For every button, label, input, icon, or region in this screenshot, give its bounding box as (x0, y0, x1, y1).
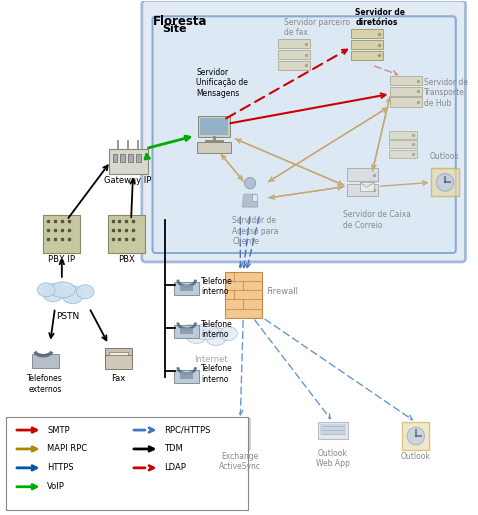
Text: Gateway IP: Gateway IP (105, 177, 152, 185)
FancyBboxPatch shape (320, 424, 346, 435)
FancyBboxPatch shape (108, 215, 145, 253)
Text: Servidor de Caixa
de Correio: Servidor de Caixa de Correio (343, 210, 411, 230)
Ellipse shape (220, 327, 238, 340)
FancyBboxPatch shape (6, 417, 248, 510)
FancyBboxPatch shape (120, 153, 125, 162)
Circle shape (436, 174, 454, 191)
Text: TDM: TDM (164, 444, 183, 454)
FancyBboxPatch shape (197, 142, 230, 153)
FancyBboxPatch shape (351, 40, 383, 49)
Ellipse shape (76, 285, 94, 299)
FancyBboxPatch shape (109, 352, 128, 355)
Text: SMTP: SMTP (47, 425, 70, 435)
FancyBboxPatch shape (278, 61, 310, 70)
FancyBboxPatch shape (180, 285, 193, 291)
Text: VoIP: VoIP (47, 482, 65, 491)
Text: Servidor de
diretórios: Servidor de diretórios (355, 8, 405, 27)
Circle shape (244, 178, 256, 189)
Text: Servidor de
Transporte
de Hub: Servidor de Transporte de Hub (424, 78, 467, 108)
Ellipse shape (43, 284, 64, 302)
Text: Outlook: Outlook (430, 151, 460, 161)
FancyBboxPatch shape (390, 140, 417, 148)
FancyBboxPatch shape (225, 272, 262, 318)
FancyBboxPatch shape (230, 418, 250, 450)
FancyBboxPatch shape (402, 422, 429, 450)
Text: PBX IP: PBX IP (48, 255, 76, 264)
Text: Outlook: Outlook (401, 452, 431, 461)
FancyBboxPatch shape (142, 1, 466, 262)
Text: PSTN: PSTN (56, 312, 79, 321)
Ellipse shape (205, 328, 227, 346)
FancyBboxPatch shape (351, 29, 383, 39)
Text: Telefone
interno: Telefone interno (201, 277, 233, 296)
FancyBboxPatch shape (180, 328, 193, 334)
Text: Internet: Internet (194, 355, 228, 365)
FancyBboxPatch shape (105, 355, 132, 369)
Ellipse shape (185, 325, 207, 344)
FancyBboxPatch shape (347, 183, 378, 196)
FancyBboxPatch shape (174, 370, 199, 383)
Text: Telefone
interno: Telefone interno (201, 320, 233, 339)
FancyBboxPatch shape (112, 153, 118, 162)
FancyBboxPatch shape (200, 118, 228, 134)
Text: Firewall: Firewall (267, 287, 299, 296)
Ellipse shape (181, 324, 198, 338)
FancyBboxPatch shape (347, 168, 378, 181)
FancyBboxPatch shape (128, 153, 133, 162)
Ellipse shape (194, 323, 219, 339)
Text: Telefone
interno: Telefone interno (201, 365, 233, 384)
Text: RPC/HTTPS: RPC/HTTPS (164, 425, 211, 435)
FancyBboxPatch shape (152, 16, 456, 253)
Text: Floresta: Floresta (152, 15, 207, 28)
FancyBboxPatch shape (233, 423, 247, 441)
FancyBboxPatch shape (390, 150, 417, 158)
FancyBboxPatch shape (318, 422, 348, 439)
FancyBboxPatch shape (198, 116, 230, 136)
FancyBboxPatch shape (180, 372, 193, 379)
Text: Servidor parceiro
de fax: Servidor parceiro de fax (284, 18, 350, 37)
FancyBboxPatch shape (351, 50, 383, 60)
Text: Telefones
externos: Telefones externos (27, 374, 63, 394)
Ellipse shape (37, 283, 55, 297)
Text: MAPI RPC: MAPI RPC (47, 444, 87, 454)
Circle shape (407, 427, 424, 445)
FancyBboxPatch shape (105, 348, 132, 355)
Text: Servidor de
Acesso para
Cliente: Servidor de Acesso para Cliente (232, 216, 279, 246)
FancyBboxPatch shape (43, 215, 80, 253)
Text: PBX: PBX (118, 255, 135, 264)
FancyBboxPatch shape (136, 153, 141, 162)
FancyBboxPatch shape (174, 325, 199, 338)
FancyBboxPatch shape (32, 354, 59, 368)
FancyBboxPatch shape (278, 39, 310, 48)
Text: Outlook
Web App: Outlook Web App (316, 449, 350, 468)
FancyBboxPatch shape (360, 182, 374, 192)
Text: Exchange
ActiveSync: Exchange ActiveSync (219, 452, 261, 471)
FancyBboxPatch shape (251, 194, 257, 201)
FancyBboxPatch shape (278, 50, 310, 59)
FancyBboxPatch shape (391, 97, 422, 107)
Polygon shape (242, 194, 258, 207)
FancyBboxPatch shape (432, 168, 459, 196)
Text: LDAP: LDAP (164, 464, 186, 472)
Ellipse shape (50, 282, 76, 298)
FancyBboxPatch shape (390, 131, 417, 139)
FancyBboxPatch shape (174, 282, 199, 295)
FancyBboxPatch shape (391, 76, 422, 85)
Text: Fax: Fax (111, 374, 126, 383)
Ellipse shape (62, 286, 83, 304)
FancyBboxPatch shape (391, 87, 422, 96)
FancyBboxPatch shape (109, 149, 148, 175)
Text: Site: Site (162, 24, 187, 35)
Text: HTTPS: HTTPS (47, 464, 74, 472)
Text: Servidor
Unificação de
Mensagens: Servidor Unificação de Mensagens (196, 68, 248, 98)
